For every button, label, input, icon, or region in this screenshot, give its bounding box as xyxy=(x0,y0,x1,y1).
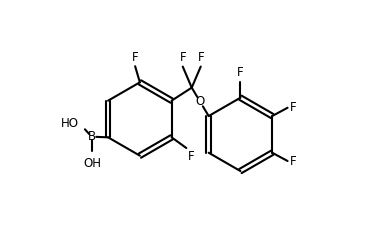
Text: O: O xyxy=(196,95,205,108)
Text: F: F xyxy=(289,101,296,114)
Text: F: F xyxy=(237,66,244,79)
Text: OH: OH xyxy=(83,157,101,170)
Text: F: F xyxy=(289,155,296,168)
Text: B: B xyxy=(88,130,96,143)
Text: F: F xyxy=(198,51,204,64)
Text: HO: HO xyxy=(61,117,78,130)
Text: F: F xyxy=(188,150,195,163)
Text: F: F xyxy=(132,51,138,64)
Text: F: F xyxy=(179,51,186,64)
